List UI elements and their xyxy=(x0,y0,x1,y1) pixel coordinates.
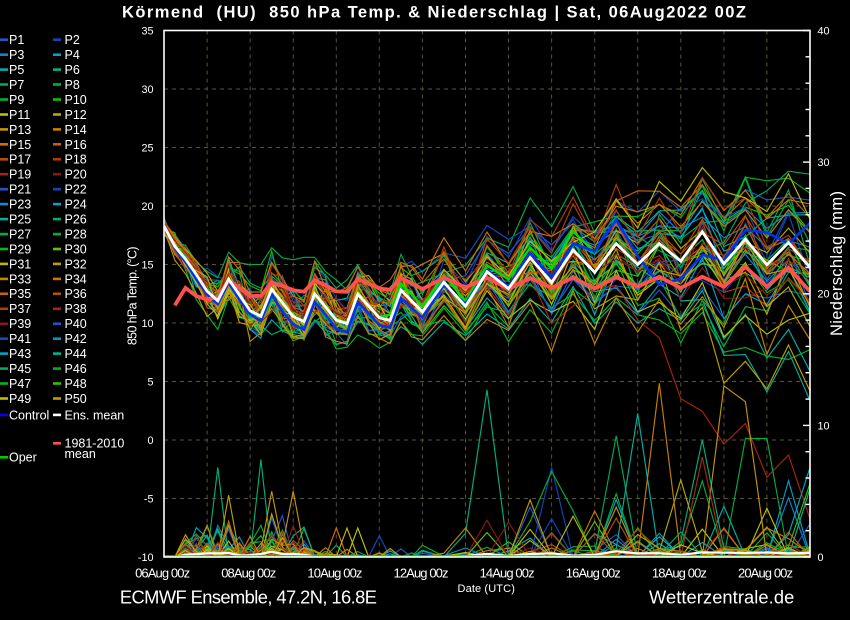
svg-text:P3: P3 xyxy=(9,48,24,62)
svg-text:P7: P7 xyxy=(9,78,24,92)
svg-text:P31: P31 xyxy=(9,257,31,271)
svg-text:P22: P22 xyxy=(65,183,87,197)
svg-text:P33: P33 xyxy=(9,272,31,286)
svg-text:P5: P5 xyxy=(9,63,24,77)
svg-text:30: 30 xyxy=(141,84,153,96)
svg-text:Oper: Oper xyxy=(9,451,37,465)
svg-text:08Aug 00z: 08Aug 00z xyxy=(221,565,276,580)
svg-text:35: 35 xyxy=(141,25,153,37)
svg-text:-5: -5 xyxy=(144,493,154,505)
svg-text:P40: P40 xyxy=(65,317,87,331)
svg-text:P16: P16 xyxy=(65,138,87,152)
svg-text:P46: P46 xyxy=(65,362,87,376)
svg-text:P17: P17 xyxy=(9,153,31,167)
svg-text:P37: P37 xyxy=(9,302,31,316)
svg-text:P48: P48 xyxy=(65,377,87,391)
svg-text:Date (UTC): Date (UTC) xyxy=(458,583,515,595)
svg-text:P6: P6 xyxy=(65,63,80,77)
svg-text:P45: P45 xyxy=(9,362,31,376)
svg-text:P15: P15 xyxy=(9,138,31,152)
svg-text:P9: P9 xyxy=(9,93,24,107)
svg-text:-10: -10 xyxy=(138,552,154,564)
svg-text:P41: P41 xyxy=(9,332,31,346)
svg-text:P18: P18 xyxy=(65,153,87,167)
svg-text:mean: mean xyxy=(65,447,96,461)
svg-text:P24: P24 xyxy=(65,198,87,212)
svg-text:16Aug 00z: 16Aug 00z xyxy=(566,565,621,580)
svg-text:P12: P12 xyxy=(65,108,87,122)
svg-text:10: 10 xyxy=(141,318,153,330)
svg-text:15: 15 xyxy=(141,259,153,271)
svg-text:Ens. mean: Ens. mean xyxy=(65,408,125,422)
svg-text:P19: P19 xyxy=(9,168,31,182)
svg-text:P30: P30 xyxy=(65,242,87,256)
svg-text:P8: P8 xyxy=(65,78,80,92)
svg-text:40: 40 xyxy=(818,25,830,37)
svg-text:P10: P10 xyxy=(65,93,87,107)
svg-text:P28: P28 xyxy=(65,228,87,242)
svg-text:P27: P27 xyxy=(9,228,31,242)
svg-text:P26: P26 xyxy=(65,213,87,227)
svg-text:P1: P1 xyxy=(9,33,24,47)
svg-text:Körmend (HU) 850 hPa Temp. &: Körmend (HU) 850 hPa Temp. & Niederschla… xyxy=(122,4,746,22)
svg-text:20: 20 xyxy=(818,289,830,301)
svg-text:20Aug 00z: 20Aug 00z xyxy=(738,565,793,580)
svg-text:P23: P23 xyxy=(9,198,31,212)
svg-text:P35: P35 xyxy=(9,287,31,301)
svg-text:P21: P21 xyxy=(9,183,31,197)
svg-text:P39: P39 xyxy=(9,317,31,331)
svg-text:1981-2010: 1981-2010 xyxy=(65,437,125,451)
svg-text:P50: P50 xyxy=(65,392,87,406)
svg-text:P38: P38 xyxy=(65,302,87,316)
svg-text:Niederschlag (mm): Niederschlag (mm) xyxy=(828,191,846,336)
svg-text:P25: P25 xyxy=(9,213,31,227)
svg-text:5: 5 xyxy=(147,376,153,388)
svg-text:P20: P20 xyxy=(65,168,87,182)
svg-text:P47: P47 xyxy=(9,377,31,391)
svg-text:06Aug 00z: 06Aug 00z xyxy=(135,565,190,580)
svg-text:Wetterzentrale.de: Wetterzentrale.de xyxy=(649,587,794,608)
svg-text:P4: P4 xyxy=(65,48,80,62)
svg-text:10Aug 00z: 10Aug 00z xyxy=(307,565,362,580)
svg-text:P14: P14 xyxy=(65,123,87,137)
svg-text:P32: P32 xyxy=(65,257,87,271)
svg-text:P44: P44 xyxy=(65,347,87,361)
svg-text:12Aug 00z: 12Aug 00z xyxy=(394,565,449,580)
svg-text:20: 20 xyxy=(141,201,153,213)
svg-text:P11: P11 xyxy=(9,108,30,122)
svg-text:18Aug 00z: 18Aug 00z xyxy=(652,565,707,580)
svg-text:10: 10 xyxy=(818,420,830,432)
svg-text:0: 0 xyxy=(147,435,153,447)
svg-text:P49: P49 xyxy=(9,392,31,406)
svg-text:850 hPa Temp. (°C): 850 hPa Temp. (°C) xyxy=(126,246,140,345)
svg-text:P42: P42 xyxy=(65,332,87,346)
svg-text:P29: P29 xyxy=(9,242,31,256)
svg-text:P2: P2 xyxy=(65,33,80,47)
svg-text:P34: P34 xyxy=(65,272,87,286)
svg-text:Control: Control xyxy=(9,408,49,422)
svg-text:P43: P43 xyxy=(9,347,31,361)
svg-text:25: 25 xyxy=(141,142,153,154)
svg-text:0: 0 xyxy=(818,552,824,564)
svg-text:ECMWF Ensemble, 47.2N, 16.8E: ECMWF Ensemble, 47.2N, 16.8E xyxy=(120,587,377,608)
svg-text:30: 30 xyxy=(818,157,830,169)
svg-text:P36: P36 xyxy=(65,287,87,301)
svg-text:P13: P13 xyxy=(9,123,31,137)
svg-text:14Aug 00z: 14Aug 00z xyxy=(480,565,535,580)
